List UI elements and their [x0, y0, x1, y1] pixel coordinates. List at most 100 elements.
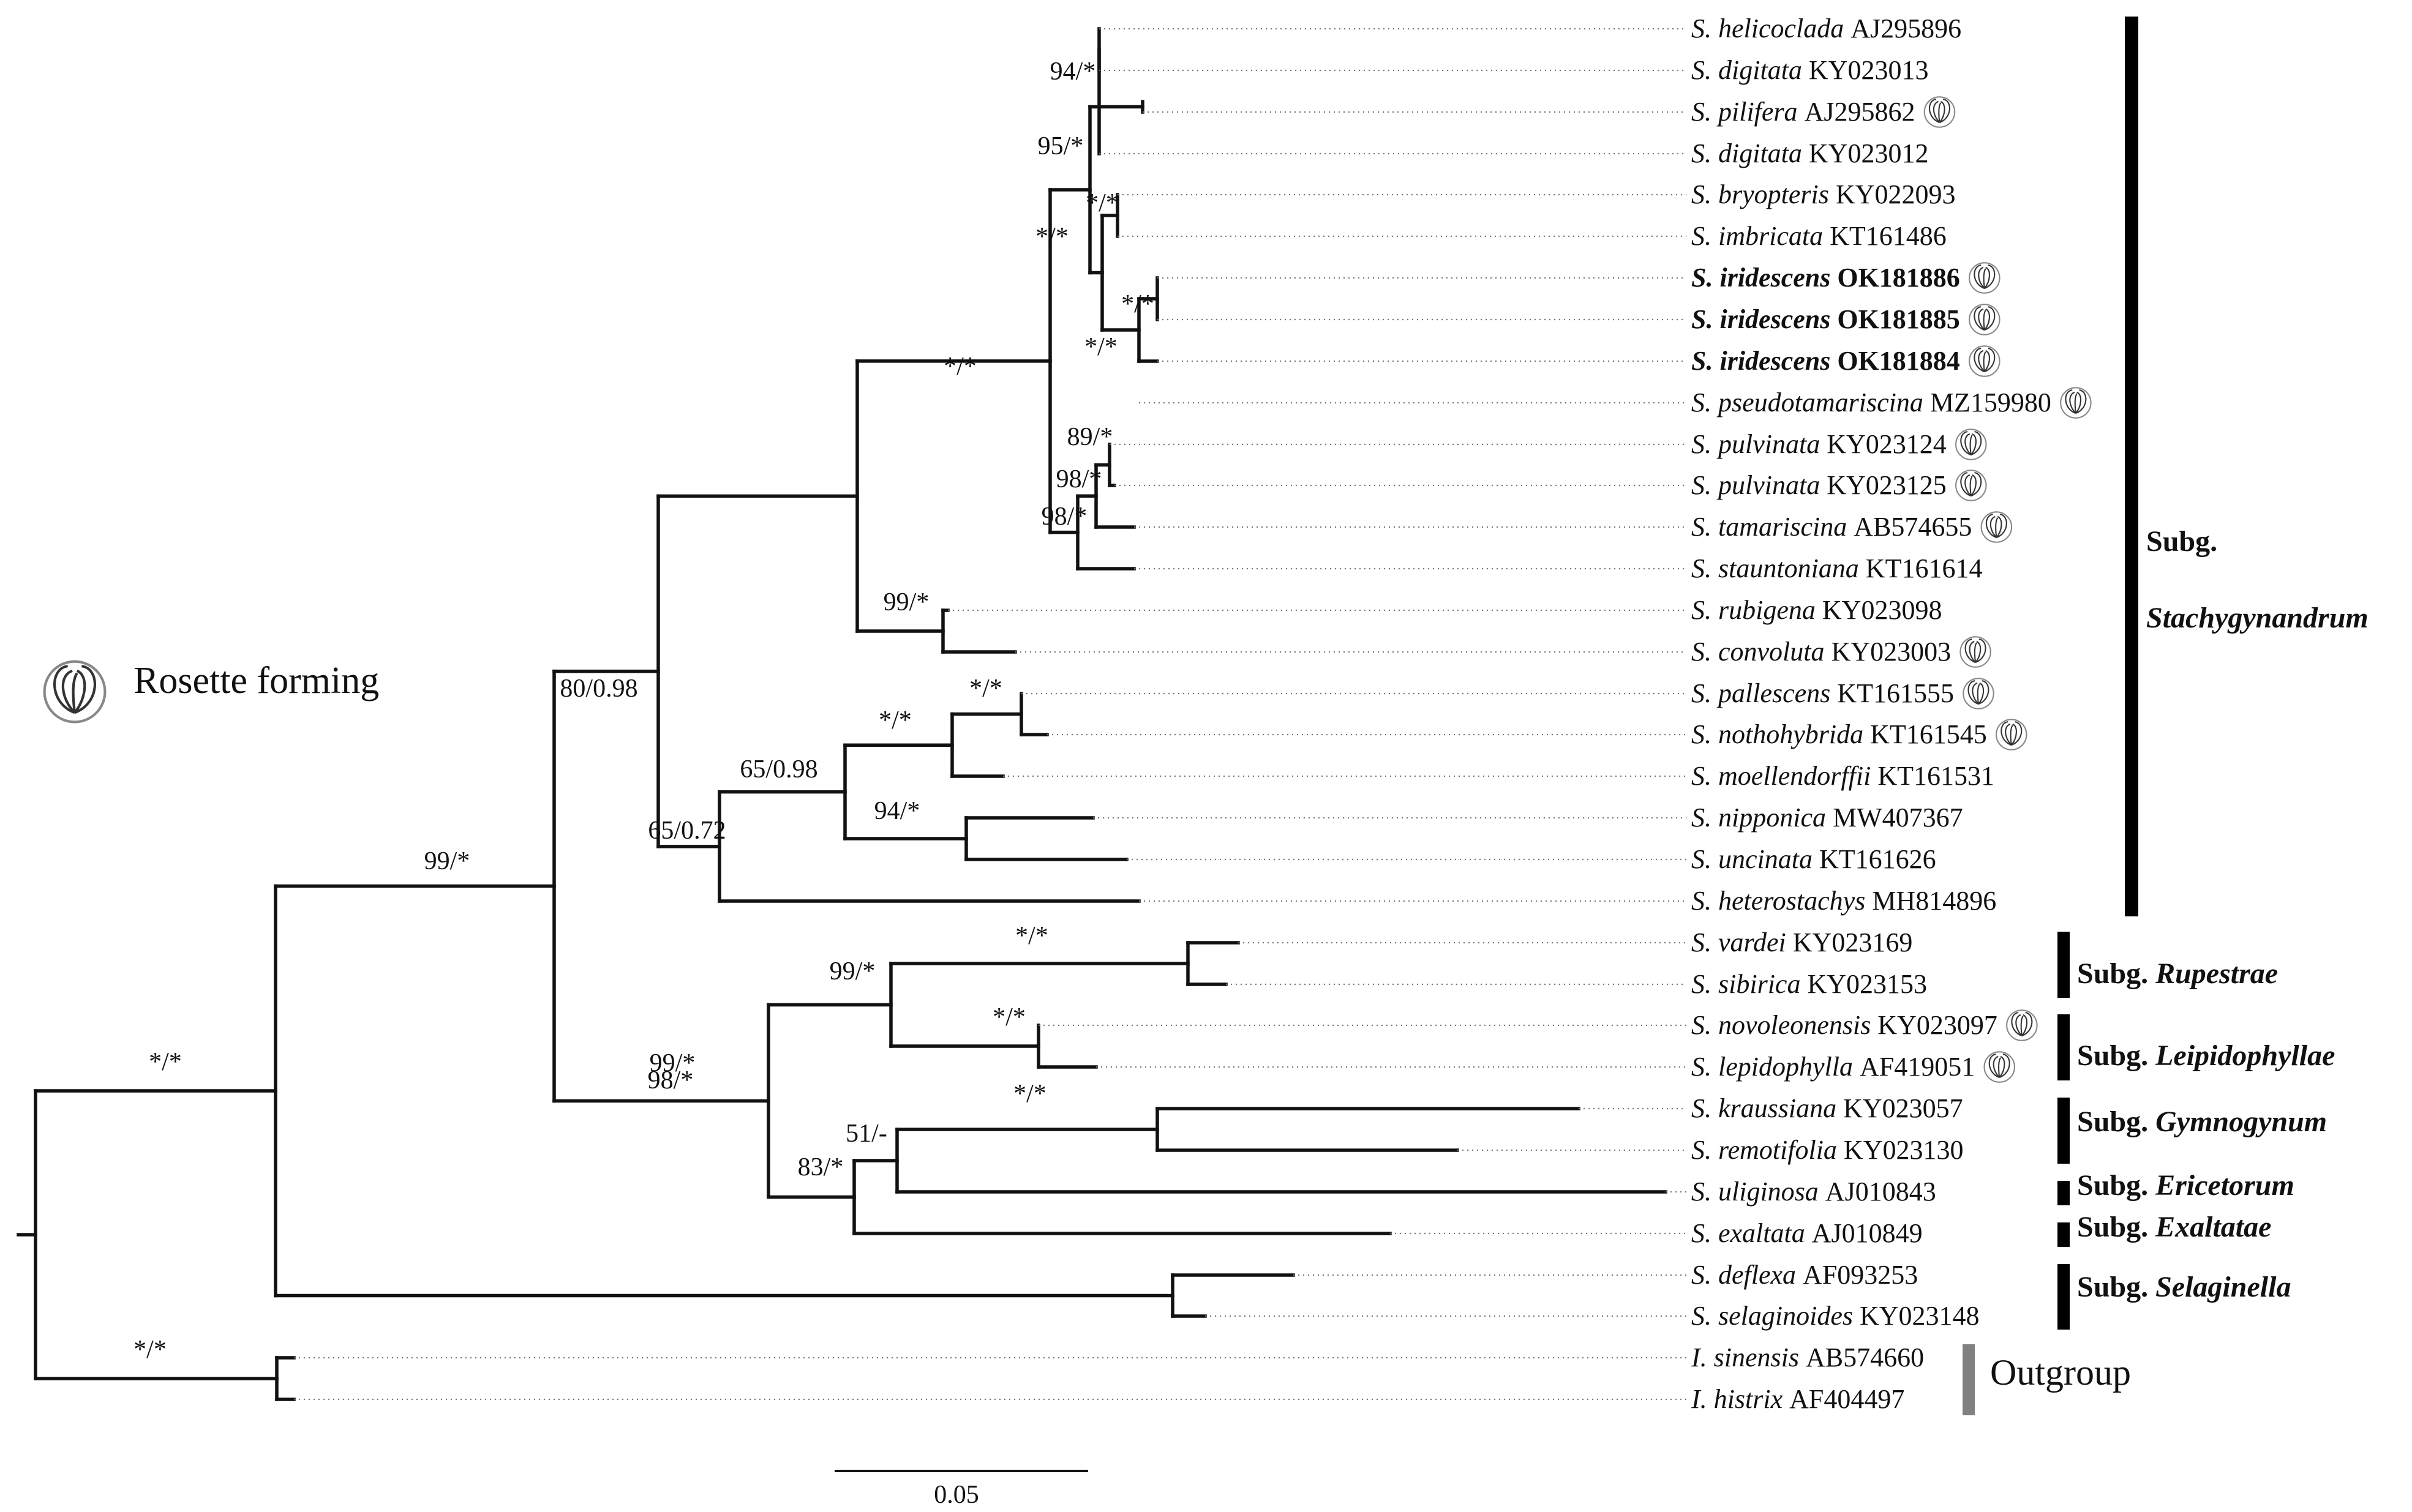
support-value: */*	[1013, 1080, 1046, 1108]
tip-label: S. iridescens OK181886	[1691, 263, 1960, 293]
rosette-legend-icon	[43, 660, 107, 724]
tip-label: S. remotifolia KY023130	[1691, 1135, 1963, 1165]
tip-label: S. pulvinata KY023124	[1691, 429, 1947, 459]
group-bar	[1963, 1344, 1975, 1415]
rosette-icon	[1955, 470, 1987, 501]
tip-label: S. nothohybrida KT161545	[1691, 719, 1987, 749]
tip-label: S. vardei KY023169	[1691, 927, 1912, 957]
tip-label: S. digitata KY023013	[1691, 55, 1928, 85]
support-value: 83/*	[798, 1153, 844, 1181]
group-label: Subg. Leipidophyllae	[2077, 1039, 2335, 1072]
group-label: Subg. Rupestrae	[2077, 957, 2278, 990]
rosette-icon	[2060, 387, 2092, 419]
tip-label: S. uliginosa AJ010843	[1691, 1177, 1936, 1207]
group-bars: Subg. Stachygynandrum Subg. Rupestrae Subg.…	[1963, 17, 2369, 1415]
group-bar	[2057, 1014, 2070, 1080]
support-value: */*	[969, 675, 1002, 703]
rosette-icon	[1983, 1051, 2015, 1083]
group-label: Subg. Ericetorum	[2077, 1169, 2294, 1202]
rosette-icon	[1969, 304, 2001, 335]
tip-labels: S. helicoclada AJ295896 S. digitata KY023…	[1691, 13, 2051, 1414]
support-value: */*	[879, 706, 912, 735]
support-value: 51/-	[846, 1120, 887, 1148]
support-value: */*	[1015, 922, 1048, 950]
rosette-icon	[1959, 636, 1991, 668]
rosette-icon	[1969, 345, 2001, 377]
tip-label: S. selaginoides KY023148	[1691, 1301, 1980, 1331]
support-value: 99/*	[884, 588, 930, 616]
tip-label: S. sibirica KY023153	[1691, 969, 1927, 999]
group-label: Stachygynandrum	[2146, 602, 2369, 634]
tip-label: S. kraussiana KY023057	[1691, 1093, 1963, 1123]
group-bar	[2125, 17, 2138, 916]
support-value: 98/*	[1056, 465, 1102, 493]
support-value: 98/*	[648, 1066, 694, 1095]
tip-label: S. heterostachys MH814896	[1691, 886, 1996, 916]
support-value: 80/0.98	[560, 675, 637, 703]
tip-label: S. helicoclada AJ295896	[1691, 13, 1961, 43]
support-value: 98/*	[1042, 503, 1088, 531]
rosette-icon	[43, 660, 107, 724]
tip-label: S. tamariscina AB574655	[1691, 512, 1972, 542]
group-bar	[2057, 1181, 2070, 1205]
tip-label: S. rubigena KY023098	[1691, 595, 1942, 625]
support-value: 95/*	[1038, 132, 1084, 160]
group-label: Subg. Exaltatae	[2077, 1211, 2271, 1243]
group-label: Subg. Gymnogynum	[2077, 1106, 2327, 1138]
legend: Rosette forming	[43, 660, 379, 724]
rosette-markers	[1923, 96, 2092, 1083]
group-bar	[2057, 1222, 2070, 1247]
support-value: 94/*	[874, 797, 920, 825]
tip-label: S. exaltata AJ010849	[1691, 1218, 1923, 1248]
support-value: 89/*	[1067, 423, 1113, 451]
group-label: Outgroup	[1990, 1352, 2131, 1393]
support-value: */*	[993, 1003, 1026, 1031]
support-value: 99/*	[830, 957, 876, 986]
rosette-icon	[2006, 1009, 2038, 1041]
group-bar	[2057, 1098, 2070, 1164]
rosette-icon	[1923, 96, 1956, 128]
group-label: Subg.	[2146, 525, 2217, 558]
tip-label: S. pulvinata KY023125	[1691, 470, 1947, 500]
support-value: 99/*	[650, 1049, 696, 1077]
rosette-icon	[1969, 262, 2001, 294]
tip-label: S. iridescens OK181885	[1691, 304, 1960, 334]
tip-label: S. moellendorffii KT161531	[1691, 761, 1994, 791]
rosette-icon	[1955, 429, 1987, 460]
scale-bar: 0.05	[835, 1470, 1088, 1509]
group-bar	[2057, 1264, 2070, 1330]
support-value: */*	[133, 1336, 167, 1364]
rosette-legend-label: Rosette forming	[133, 660, 379, 702]
rosette-icon	[1963, 678, 1994, 709]
group-bar	[2057, 932, 2070, 998]
support-value: 65/0.72	[648, 817, 726, 845]
tip-label: S. uncinata KT161626	[1691, 844, 1936, 874]
scale-bar-label: 0.05	[934, 1481, 979, 1509]
tip-label: S. pseudotamariscina MZ159980	[1691, 387, 2051, 417]
tip-label: S. iridescens OK181884	[1691, 346, 1960, 376]
support-value: */*	[149, 1048, 182, 1076]
tip-label: S. deflexa AF093253	[1691, 1260, 1918, 1290]
tip-label: S. nipponica MW407367	[1691, 803, 1963, 833]
support-values: 94/* 95/* */* */* */* */* 89/* 98/* 98/* */* 99/* 8…	[133, 58, 1154, 1364]
rosette-icon	[1996, 719, 2027, 750]
tip-label: S. novoleonensis KY023097	[1691, 1010, 1997, 1040]
support-value: 65/0.98	[740, 755, 817, 784]
tip-label: S. bryopteris KY022093	[1691, 179, 1955, 209]
tip-label: S. pilifera AJ295862	[1691, 97, 1915, 127]
tip-label: S. pallescens KT161555	[1691, 678, 1954, 708]
support-value: */*	[1035, 223, 1069, 251]
tip-label: S. imbricata KT161486	[1691, 221, 1947, 251]
tree-branches	[17, 27, 1667, 1401]
support-value: 94/*	[1050, 58, 1096, 86]
support-value: 99/*	[424, 847, 470, 875]
group-label: Subg. Selaginella	[2077, 1271, 2291, 1303]
tip-leader-lines	[294, 28, 1686, 1401]
tip-label: S. digitata KY023012	[1691, 138, 1928, 168]
tip-label: I. sinensis AB574660	[1691, 1342, 1924, 1372]
support-value: */*	[1084, 333, 1118, 361]
tip-label: S. convoluta KY023003	[1691, 637, 1951, 667]
tip-label: S. stauntoniana KT161614	[1691, 553, 1982, 583]
rosette-icon	[1980, 511, 2013, 543]
